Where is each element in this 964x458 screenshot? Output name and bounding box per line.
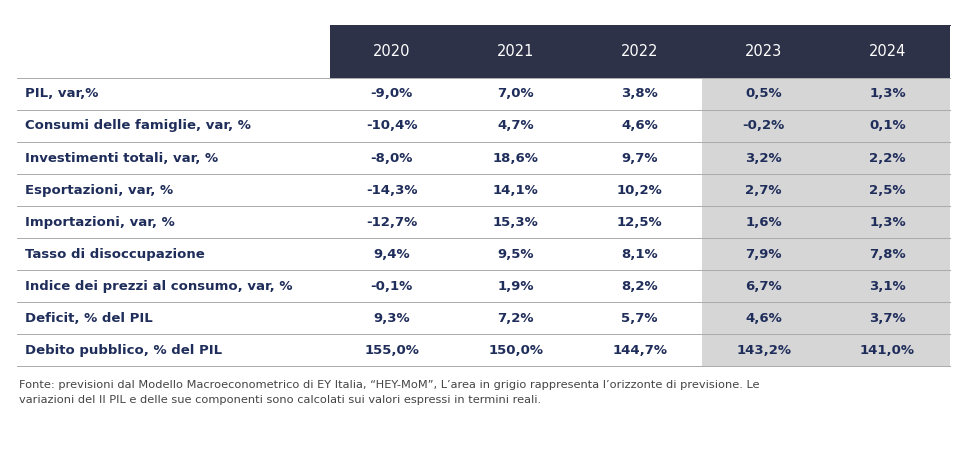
Text: 7,2%: 7,2% (497, 312, 534, 325)
Text: 5,7%: 5,7% (622, 312, 657, 325)
Text: Deficit, % del PIL: Deficit, % del PIL (25, 312, 153, 325)
Text: 4,7%: 4,7% (497, 120, 534, 132)
Bar (702, 142, 950, 174)
Text: Importazioni, var, %: Importazioni, var, % (25, 216, 174, 229)
Text: 9,4%: 9,4% (373, 248, 410, 261)
Text: 1,3%: 1,3% (870, 87, 906, 100)
Text: 12,5%: 12,5% (617, 216, 662, 229)
Text: -10,4%: -10,4% (366, 120, 417, 132)
Bar (702, 238, 950, 270)
Text: 141,0%: 141,0% (860, 344, 915, 357)
Text: Debito pubblico, % del PIL: Debito pubblico, % del PIL (25, 344, 222, 357)
Text: 4,6%: 4,6% (745, 312, 782, 325)
Text: 0,1%: 0,1% (870, 120, 906, 132)
Text: 7,9%: 7,9% (745, 248, 782, 261)
Text: -14,3%: -14,3% (366, 184, 417, 196)
Text: 1,6%: 1,6% (745, 216, 782, 229)
Text: 18,6%: 18,6% (493, 152, 539, 164)
Bar (17, 270, 950, 302)
Text: -12,7%: -12,7% (366, 216, 417, 229)
Bar (702, 206, 950, 238)
Bar (17, 78, 950, 110)
Text: 2,7%: 2,7% (745, 184, 782, 196)
Text: 9,7%: 9,7% (622, 152, 657, 164)
Text: 3,8%: 3,8% (621, 87, 658, 100)
Text: Esportazioni, var, %: Esportazioni, var, % (25, 184, 174, 196)
Text: Consumi delle famiglie, var, %: Consumi delle famiglie, var, % (25, 120, 251, 132)
Text: 8,2%: 8,2% (621, 280, 657, 293)
Text: 2023: 2023 (745, 44, 782, 59)
Text: 2,5%: 2,5% (870, 184, 906, 196)
Text: 9,5%: 9,5% (497, 248, 534, 261)
Bar (702, 110, 950, 142)
Text: Tasso di disoccupazione: Tasso di disoccupazione (25, 248, 204, 261)
Text: 2024: 2024 (869, 44, 906, 59)
Text: 10,2%: 10,2% (617, 184, 662, 196)
Text: 3,1%: 3,1% (870, 280, 906, 293)
Text: 7,8%: 7,8% (870, 248, 906, 261)
Text: 3,7%: 3,7% (870, 312, 906, 325)
Text: Fonte: previsioni dal Modello Macroeconometrico di EY Italia, “HEY-MoM”, L’area : Fonte: previsioni dal Modello Macroecono… (19, 380, 760, 404)
Text: 2022: 2022 (621, 44, 658, 59)
Text: 6,7%: 6,7% (745, 280, 782, 293)
Text: 143,2%: 143,2% (736, 344, 791, 357)
Bar (17, 302, 950, 334)
Text: 2020: 2020 (373, 44, 411, 59)
Bar (17, 206, 950, 238)
Text: 2,2%: 2,2% (870, 152, 906, 164)
Text: -9,0%: -9,0% (370, 87, 413, 100)
Text: 14,1%: 14,1% (493, 184, 539, 196)
Text: 1,3%: 1,3% (870, 216, 906, 229)
Bar (17, 142, 950, 174)
Bar (17, 334, 950, 366)
Bar (17, 110, 950, 142)
Text: 4,6%: 4,6% (621, 120, 658, 132)
Bar (17, 174, 950, 206)
Text: 144,7%: 144,7% (612, 344, 667, 357)
Text: 2021: 2021 (496, 44, 534, 59)
Bar (702, 174, 950, 206)
Bar (702, 78, 950, 110)
Bar (702, 270, 950, 302)
Text: 150,0%: 150,0% (488, 344, 543, 357)
Text: 15,3%: 15,3% (493, 216, 539, 229)
Text: Investimenti totali, var, %: Investimenti totali, var, % (25, 152, 218, 164)
Text: -8,0%: -8,0% (370, 152, 413, 164)
Text: 7,0%: 7,0% (497, 87, 534, 100)
Bar (702, 334, 950, 366)
Text: PIL, var,%: PIL, var,% (25, 87, 98, 100)
Text: 1,9%: 1,9% (497, 280, 534, 293)
Text: 155,0%: 155,0% (364, 344, 419, 357)
Bar (702, 302, 950, 334)
Text: 8,1%: 8,1% (621, 248, 657, 261)
Text: -0,2%: -0,2% (742, 120, 785, 132)
Text: 3,2%: 3,2% (745, 152, 782, 164)
Text: Indice dei prezzi al consumo, var, %: Indice dei prezzi al consumo, var, % (25, 280, 292, 293)
Text: 9,3%: 9,3% (373, 312, 410, 325)
Bar (17, 238, 950, 270)
Text: 0,5%: 0,5% (745, 87, 782, 100)
Text: -0,1%: -0,1% (370, 280, 413, 293)
Bar (330, 25, 950, 78)
